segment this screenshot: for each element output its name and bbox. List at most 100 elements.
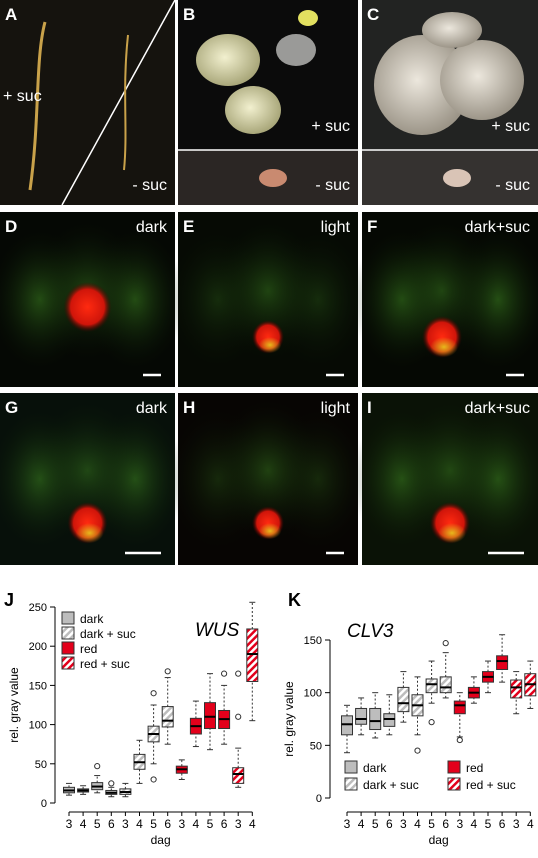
plant: [196, 34, 260, 86]
x-tick-label: 3: [400, 817, 407, 831]
box-body: [355, 707, 368, 725]
outlier: [164, 668, 171, 675]
seedling: [259, 169, 287, 187]
panel-letter: F: [367, 217, 377, 236]
y-axis-label: rel. gray value: [7, 667, 21, 743]
photo-panel: B + suc - suc: [178, 0, 358, 205]
tissue: [395, 400, 505, 541]
panel-label: light: [321, 219, 351, 236]
box: [147, 690, 160, 783]
box-body: [510, 679, 523, 699]
panel-letter: B: [183, 5, 195, 24]
panel-letter: A: [5, 5, 17, 24]
box: [369, 692, 382, 739]
panel-letter: C: [367, 5, 379, 24]
y-tick-label: 50: [310, 740, 322, 752]
x-tick-label: 4: [358, 817, 365, 831]
panel-letter: I: [367, 398, 372, 417]
outlier: [150, 690, 157, 697]
x-tick-label: 5: [428, 817, 435, 831]
box: [439, 640, 452, 699]
x-tick-label: 5: [94, 817, 101, 831]
box: [105, 780, 118, 798]
legend-swatch: [447, 760, 461, 774]
panel-letter: G: [5, 398, 18, 417]
panel-label: - suc: [132, 177, 167, 194]
y-tick-label: 150: [29, 680, 47, 692]
box: [232, 670, 245, 788]
panel-label: - suc: [495, 177, 530, 194]
box-body: [496, 655, 509, 670]
yellow-signal: [430, 337, 458, 357]
legend-swatch: [61, 626, 75, 640]
x-axis-label: dag: [151, 833, 171, 847]
legend-swatch: [344, 760, 358, 774]
outlier: [456, 736, 463, 744]
outlier: [235, 713, 242, 720]
box: [383, 694, 396, 736]
x-tick-label: 3: [178, 817, 185, 831]
x-tick-label: 4: [80, 817, 87, 831]
box: [189, 700, 202, 748]
box-body: [341, 715, 353, 736]
x-tick-label: 3: [235, 817, 242, 831]
box: [496, 634, 509, 683]
x-tick-label: 6: [386, 817, 393, 831]
plant: [298, 10, 318, 26]
box: [341, 704, 353, 754]
box: [355, 697, 368, 736]
x-tick-label: 3: [456, 817, 463, 831]
x-tick-label: 4: [193, 817, 200, 831]
box-body: [425, 678, 438, 694]
box: [218, 670, 231, 745]
legend-label: dark + suc: [363, 778, 419, 792]
tissue: [213, 400, 323, 541]
photo-panel: A + suc - suc: [0, 0, 176, 206]
box-body: [439, 676, 452, 694]
yellow-signal: [75, 523, 104, 543]
x-tick-label: 3: [66, 817, 73, 831]
panel-label: dark: [136, 400, 168, 417]
y-tick-label: 0: [316, 793, 322, 805]
plant: [225, 86, 281, 134]
box: [425, 660, 438, 726]
box: [510, 671, 523, 715]
legend-label: red: [466, 761, 483, 775]
panel-label: light: [321, 400, 351, 417]
box-body: [232, 767, 245, 784]
panel-label: dark+suc: [465, 219, 530, 236]
tissue: [213, 220, 323, 361]
chart-title: CLV3: [347, 621, 394, 642]
x-tick-label: 4: [527, 817, 534, 831]
y-tick-label: 250: [29, 602, 47, 614]
y-tick-label: 100: [304, 688, 322, 700]
box: [204, 673, 216, 751]
box: [175, 759, 188, 780]
legend-swatch: [61, 611, 75, 625]
legend-swatch: [61, 656, 75, 670]
legend-swatch: [447, 777, 461, 791]
outlier: [150, 776, 157, 783]
photo-background: [0, 0, 175, 205]
box-body: [369, 707, 382, 731]
x-tick-label: 6: [108, 817, 115, 831]
x-tick-label: 5: [150, 817, 157, 831]
x-tick-label: 3: [122, 817, 129, 831]
panel-letter: H: [183, 398, 195, 417]
panel-letter: D: [5, 217, 17, 236]
box-body: [204, 702, 216, 730]
yellow-signal: [438, 523, 466, 543]
x-tick-label: 4: [136, 817, 143, 831]
box-body: [453, 700, 466, 715]
legend-label: red + suc: [80, 657, 130, 671]
box: [467, 676, 480, 704]
y-axis-label: rel. gray value: [282, 681, 296, 757]
plant: [422, 12, 482, 48]
outlier: [235, 670, 242, 677]
x-tick-label: 6: [442, 817, 449, 831]
x-tick-label: 4: [471, 817, 478, 831]
